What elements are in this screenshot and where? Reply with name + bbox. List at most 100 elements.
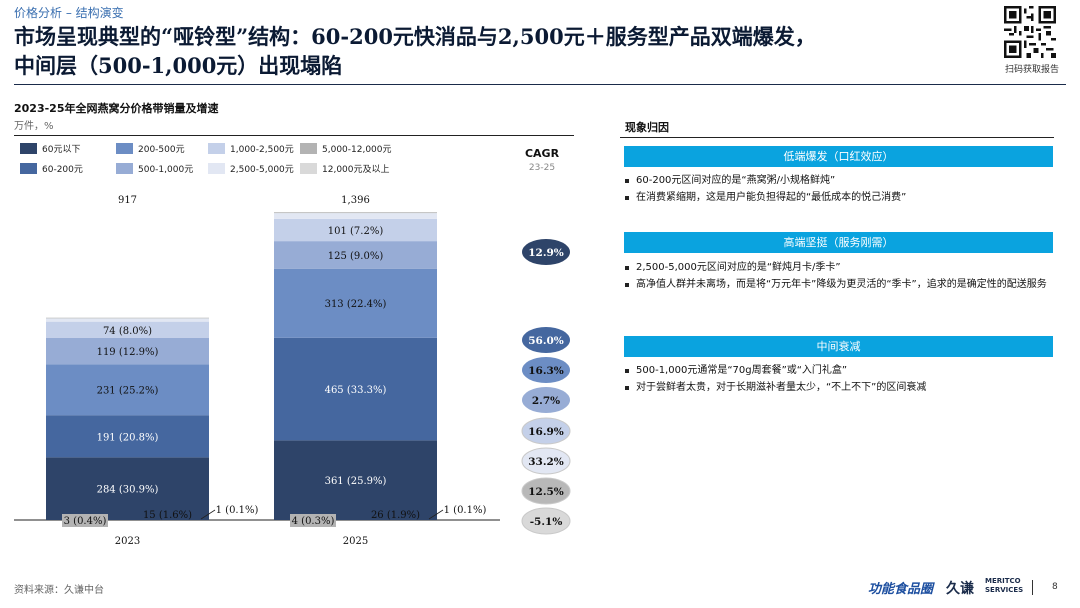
bar-segment (274, 241, 437, 269)
legend-label: 12,000元及以上 (322, 165, 390, 175)
data-label: 3 (0.4%) (64, 516, 107, 527)
legend-label: 1,000-2,500元 (230, 145, 294, 155)
data-label: 231 (25.2%) (97, 386, 159, 397)
logo-meritco: MERITCO SERVICES (985, 577, 1024, 594)
cagr-pill (521, 417, 571, 445)
bar-segment (46, 364, 209, 416)
bullets-high-end: 2,500-5,000元区间对应的是“鲜炖月卡/季卡” 高净值人群并未离场，而是… (624, 260, 1054, 294)
category-label: 2025 (343, 536, 368, 547)
qr-label: 扫码获取报告 (1004, 65, 1059, 75)
bar-segment (46, 321, 209, 338)
legend-item: 500-1,000元 (116, 162, 193, 175)
legend-swatch (208, 143, 225, 154)
cagr-title: CAGR (524, 147, 560, 160)
bar-segment (274, 212, 437, 213)
leader-line (200, 509, 216, 520)
legend-label: 500-1,000元 (138, 165, 194, 175)
legend-label: 60-200元 (42, 165, 83, 175)
data-label: 1 (0.1%) (444, 505, 487, 516)
header-divider (14, 84, 1066, 85)
bar-total: 1,396 (341, 195, 370, 206)
logo-jiuqian: 久谦 (946, 581, 974, 597)
source-note: 资料来源：久谦中台 (14, 585, 104, 596)
legend-swatch (300, 163, 317, 174)
data-label: 119 (12.9%) (97, 347, 159, 358)
legend-item: 12,000元及以上 (300, 162, 390, 175)
legend-label: 60元以下 (42, 145, 81, 155)
legend-item: 200-500元 (116, 142, 185, 155)
section-tag: 价格分析 – 结构演变 (14, 6, 124, 20)
cagr-value: -5.1% (530, 516, 563, 528)
chart-unit: 万件，% (14, 121, 54, 132)
banner-middle: 中间衰减 (624, 336, 1053, 357)
bullets-low-end: 60-200元区间对应的是“燕窝粥/小规格鲜炖” 在消费紧缩期，这是用户能负担得… (624, 173, 1054, 207)
data-label: 101 (7.2%) (328, 226, 384, 237)
analysis-rule (620, 137, 1054, 138)
legend-label: 2,500-5,000元 (230, 165, 294, 175)
bar-segment-callout (62, 514, 108, 527)
cagr-value: 12.9% (528, 247, 564, 259)
stacked-bar-chart: 284 (30.9%) 191 (20.8%) 231 (25.2%) 119 (12… (14, 195, 571, 547)
legend-swatch (20, 143, 37, 154)
legend-swatch (300, 143, 317, 154)
cagr-pill (522, 327, 570, 353)
data-label: 4 (0.3%) (292, 516, 335, 527)
bar-segment (46, 457, 209, 520)
bar-segment (46, 317, 209, 319)
chart-rule (14, 135, 574, 136)
legend-item: 60-200元 (20, 162, 83, 175)
data-label: 361 (25.9%) (325, 476, 387, 487)
bar-segment (274, 440, 437, 520)
list-item: 500-1,000元通常是“70g周套餐”或“入门礼盒” (624, 363, 1054, 379)
data-label: 191 (20.8%) (97, 432, 159, 443)
list-item: 60-200元区间对应的是“燕窝粥/小规格鲜炖” (624, 173, 1054, 189)
analysis-title: 现象归因 (625, 121, 669, 134)
bar-segment (46, 317, 209, 318)
legend-item: 1,000-2,500元 (208, 142, 294, 155)
bullets-middle: 500-1,000元通常是“70g周套餐”或“入门礼盒” 对于尝鲜者太贵，对于长… (624, 363, 1054, 397)
logo-functional-food: 功能食品圈 (868, 582, 934, 597)
legend-item: 2,500-5,000元 (208, 162, 294, 175)
legend-swatch (208, 163, 225, 174)
leader-line (428, 509, 444, 520)
footer-divider (1032, 580, 1033, 595)
bar-segment (46, 318, 209, 322)
bar-segment (274, 213, 437, 219)
category-label: 2023 (115, 536, 140, 547)
data-label: 313 (22.4%) (325, 299, 387, 310)
cagr-value: 12.5% (528, 486, 564, 498)
cagr-pill (521, 447, 571, 475)
page-number: 8 (1052, 582, 1058, 592)
data-label: 284 (30.9%) (97, 485, 159, 496)
cagr-value: 16.9% (528, 426, 564, 438)
list-item: 2,500-5,000元区间对应的是“鲜炖月卡/季卡” (624, 260, 1054, 276)
cagr-value: 33.2% (528, 456, 564, 468)
cagr-pill (522, 387, 570, 413)
bar-segment (274, 337, 437, 441)
data-label: 125 (9.0%) (328, 251, 384, 262)
bar-total: 917 (118, 195, 137, 206)
cagr-period: 23-25 (528, 163, 556, 173)
cagr-pill (521, 507, 571, 535)
legend-swatch (116, 163, 133, 174)
banner-low-end: 低端爆发（口红效应） (624, 146, 1053, 167)
legend-item: 5,000-12,000元 (300, 142, 392, 155)
title-line-2: 中间层（500-1,000元）出现塌陷 (14, 53, 343, 78)
bar-segment (46, 337, 209, 365)
cagr-value: 56.0% (528, 335, 564, 347)
bar-segment (274, 218, 437, 242)
bar-segment-callout (290, 514, 336, 527)
page-title: 市场呈现典型的“哑铃型”结构：60-200元快消品与2,500元＋服务型产品双端… (14, 22, 816, 80)
bar-segment (46, 415, 209, 458)
legend-item: 60元以下 (20, 142, 80, 155)
title-line-1: 市场呈现典型的“哑铃型”结构：60-200元快消品与2,500元＋服务型产品双端… (14, 24, 816, 49)
cagr-value: 16.3% (528, 365, 564, 377)
qr-code-icon[interactable] (1004, 6, 1056, 58)
list-item: 在消费紧缩期，这是用户能负担得起的“最低成本的悦己消费” (624, 190, 1054, 206)
legend-label: 200-500元 (138, 145, 185, 155)
data-label: 15 (1.6%) (143, 510, 192, 521)
cagr-pill (522, 239, 570, 265)
chart-title: 2023-25年全网燕窝分价格带销量及增速 (14, 102, 219, 115)
cagr-pill (522, 357, 570, 383)
data-label: 26 (1.9%) (371, 510, 420, 521)
